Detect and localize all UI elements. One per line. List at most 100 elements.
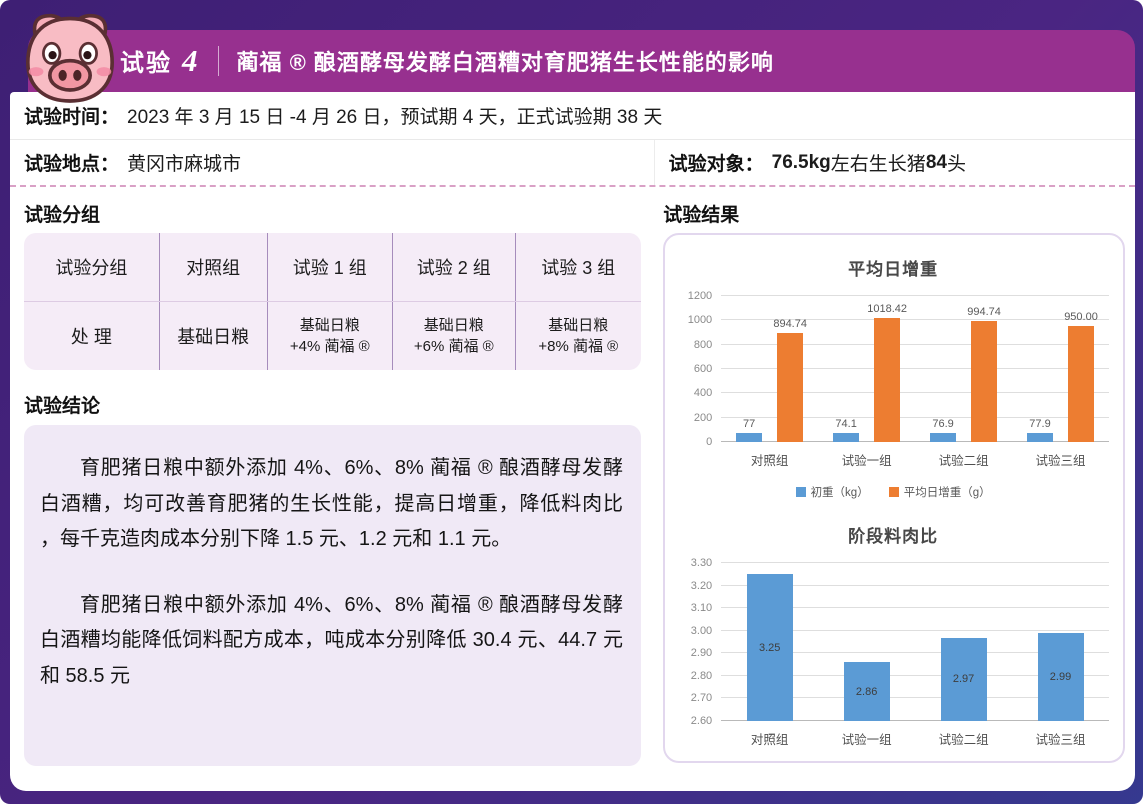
y-tick-label: 0 [706,436,713,448]
conclusion-paragraph: 育肥猪日粮中额外添加 4%、6%、8% 蔺福 ® 酿酒酵母发酵白酒糟均能降低饲料… [40,593,623,687]
legend-swatch-icon [795,487,806,497]
trial-location-label: 试验地点： [24,154,120,175]
gridline [721,441,1109,442]
conclusion-box: 育肥猪日粮中额外添加 4%、6%、8% 蔺福 ® 酿酒酵母发酵白酒糟，均可改善育… [24,425,641,766]
trial-label: 试验 [120,50,172,77]
treatment-line: 基础日粮 [423,317,484,334]
bar-value-label: 74.1 [835,418,857,430]
bar: 77.9 [1027,418,1054,442]
chart-avg-daily-gain: 平均日增重 0 200 400 600 800 1000 1200 77 894.74 74.1 10… [677,255,1109,500]
y-axis: 0 200 400 600 800 1000 1200 [677,290,721,448]
y-tick-label: 2.70 [690,692,713,705]
subject-tail-text: 头 [946,154,966,175]
treatment-line: 基础日粮 [548,317,609,334]
y-tick-label: 2.90 [690,647,713,660]
bar-group: 3.25 [721,563,818,721]
bar-value-label: 894.74 [773,318,807,331]
table-header-cell: 试验 1 组 [268,233,393,301]
gridline [721,629,1109,631]
trial-subject-label: 试验对象： [668,154,764,175]
grouping-heading: 试验分组 [24,205,101,226]
treatment-line: +4% 蔺福 ® [289,338,370,355]
legend-item: 初重（kg） [795,484,869,500]
legend-label: 初重（kg） [810,487,869,499]
trial-subject-cell: 试验对象： 76.5kg 左右生长猪 84 头 [655,140,1135,185]
y-tick-label: 2.80 [690,669,713,682]
legend-label: 平均日增重（g） [903,487,991,499]
table-row: 试验分组 对照组 试验 1 组 试验 2 组 试验 3 组 [24,233,641,302]
y-tick-label: 3.30 [690,557,713,569]
gridline [721,416,1109,418]
gridline [721,319,1109,321]
bar-value-label: 77 [743,417,756,430]
left-column: 试验分组 试验分组 对照组 试验 1 组 试验 2 组 试验 3 组 处 理 基… [24,187,647,766]
x-tick-label: 对照组 [750,733,789,747]
bar: 77 [736,418,763,442]
bar: 894.74 [773,318,807,442]
x-tick-label: 试验二组 [938,733,989,747]
chart-feed-conversion: 阶段料肉比 2.60 2.70 2.80 2.90 3.00 3.10 3.20 3.30 3.2… [677,522,1109,748]
gridline [721,652,1109,654]
header-banner: 试验 4 蔺福 ® 酿酒酵母发酵白酒糟对育肥猪生长性能的影响 [28,30,1135,92]
gridline [721,720,1109,721]
bar-value-label: 994.74 [967,305,1001,318]
x-tick-label: 试验三组 [1035,733,1086,747]
gridline [721,607,1109,609]
bar: 76.9 [930,418,957,442]
bar: 74.1 [833,418,860,442]
plot-area: 77 894.74 74.1 1018.42 76.9 994.74 77.9 950.00 [721,295,1109,442]
legend-item: 平均日增重（g） [888,484,991,500]
bar: 3.25 [746,574,793,721]
bar: 950.00 [1064,311,1098,442]
table-header-cell: 试验 3 组 [541,258,616,278]
gridline [721,343,1109,345]
conclusion-heading: 试验结论 [24,396,101,417]
bar-group: 76.9 994.74 [915,296,1012,442]
bar: 2.99 [1037,632,1084,721]
bar-value-label: 77.9 [1029,417,1051,430]
chart-plot-wrap: 2.60 2.70 2.80 2.90 3.00 3.10 3.20 3.30 3.25 2.86… [677,557,1109,727]
gridline [721,392,1109,394]
trial-time-row: 试验时间： 2023 年 3 月 15 日 -4 月 26 日，预试期 4 天，… [10,92,1135,140]
trial-location-cell: 试验地点： 黄冈市麻城市 [10,140,655,185]
y-axis: 2.60 2.70 2.80 2.90 3.00 3.10 3.20 3.30 [677,557,721,727]
x-axis-labels: 对照组 试验一组 试验二组 试验三组 [721,450,1109,469]
bar: 994.74 [967,306,1001,442]
bar-group: 77.9 950.00 [1012,296,1109,442]
gridline [721,368,1109,369]
chart-title: 阶段料肉比 [848,527,939,546]
table-row: 处 理 基础日粮 基础日粮 +4% 蔺福 ® 基础日粮 +6% 蔺福 ® 基础日… [24,302,641,370]
table-cell: 基础日粮 +4% 蔺福 ® [268,302,393,370]
grouping-table: 试验分组 对照组 试验 1 组 试验 2 组 试验 3 组 处 理 基础日粮 基… [24,233,641,370]
bar-groups: 77 894.74 74.1 1018.42 76.9 994.74 77.9 950.00 [721,296,1109,442]
trial-time-label: 试验时间： [24,107,120,128]
table-cell: 基础日粮 +8% 蔺福 ® [516,302,641,370]
chart-title: 平均日增重 [848,260,939,279]
x-tick-label: 对照组 [750,454,789,468]
trial-time-value: 2023 年 3 月 15 日 -4 月 26 日，预试期 4 天，正式试验期 … [127,107,663,128]
bar-group: 77 894.74 [721,296,818,442]
table-cell: 基础日粮 [160,302,268,370]
chart-plot-wrap: 0 200 400 600 800 1000 1200 77 894.74 74.1 1018.42… [677,290,1109,448]
bar-value-label: 76.9 [932,417,954,430]
treatment-line: +6% 蔺福 ® [413,338,494,355]
bar-value-label: 2.97 [952,673,975,686]
bar-value-label: 1018.42 [867,303,907,316]
y-tick-label: 400 [693,387,713,400]
y-tick-label: 200 [693,411,713,424]
treatment-line: 基础日粮 [299,317,360,334]
gridline [721,697,1109,699]
bar-value-label: 2.86 [855,685,878,698]
y-tick-label: 3.20 [690,579,713,592]
y-tick-label: 800 [693,338,713,351]
y-tick-label: 3.10 [690,602,713,615]
trial-meta-row: 试验地点： 黄冈市麻城市 试验对象： 76.5kg 左右生长猪 84 头 [10,140,1135,187]
bar: 1018.42 [867,303,907,442]
subject-count: 84 [925,151,947,173]
table-header-cell: 对照组 [160,233,268,301]
legend-swatch-icon [888,487,899,497]
bar-value-label: 3.25 [758,641,781,654]
bar: 2.86 [843,662,890,721]
content-sheet: 试验时间： 2023 年 3 月 15 日 -4 月 26 日，预试期 4 天，… [10,92,1135,791]
